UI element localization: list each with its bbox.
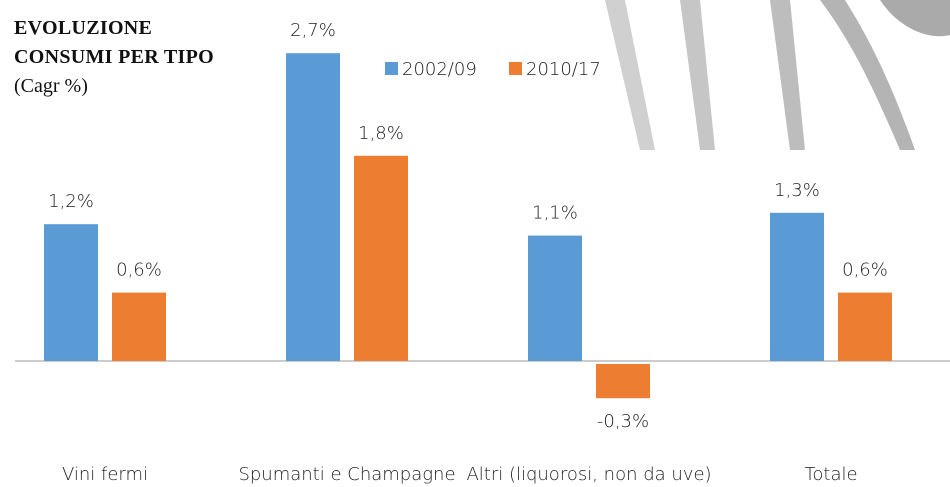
value-label: 2,7% [290, 20, 336, 41]
value-label: 1,2% [48, 191, 94, 212]
bar [44, 224, 98, 361]
value-label: 1,3% [774, 180, 820, 201]
value-label: 1,1% [532, 203, 578, 224]
bar [770, 212, 824, 361]
chart-title-block: EVOLUZIONE CONSUMI PER TIPO (Cagr %) [14, 14, 229, 101]
legend-label: 2002/09 [402, 59, 477, 80]
legend-label: 2010/17 [526, 59, 601, 80]
x-tick-label: Vini fermi [62, 464, 148, 485]
value-label: 0,6% [116, 260, 162, 281]
bar [838, 292, 892, 361]
chart-title: EVOLUZIONE CONSUMI PER TIPO [14, 17, 215, 68]
value-label: 0,6% [842, 260, 888, 281]
value-label: 1,8% [358, 123, 404, 144]
bar [354, 155, 408, 361]
bar [596, 364, 650, 399]
legend-swatch [509, 62, 522, 75]
value-label: -0,3% [597, 411, 649, 432]
legend-swatch [385, 62, 398, 75]
bar [286, 53, 340, 361]
x-tick-label: Totale [804, 464, 857, 485]
background-decoration [605, 0, 950, 150]
x-tick-label: Spumanti e Champagne [238, 464, 455, 485]
chart-subtitle: (Cagr %) [14, 75, 88, 97]
bar [528, 235, 582, 361]
bar [112, 292, 166, 361]
x-tick-label: Altri (liquorosi, non da uve) [466, 464, 711, 485]
